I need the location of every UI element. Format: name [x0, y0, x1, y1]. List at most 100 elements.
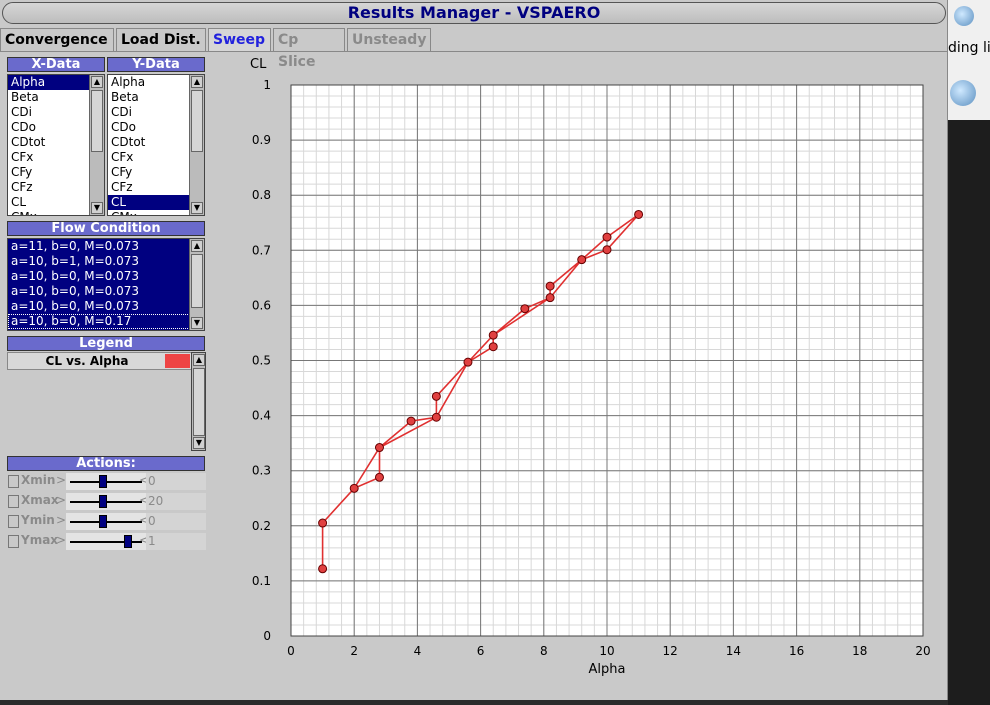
- action-row-ymax: Ymax > <1: [7, 532, 206, 551]
- xdata-scrollbar[interactable]: ▲ ▼: [89, 75, 104, 215]
- ymax-value[interactable]: 1: [146, 533, 206, 550]
- scroll-down-icon[interactable]: ▼: [91, 202, 103, 214]
- xdata-item[interactable]: Alpha: [8, 75, 91, 90]
- flow-item[interactable]: a=10, b=0, M=0.17: [8, 314, 190, 329]
- scroll-down-icon[interactable]: ▼: [193, 437, 205, 449]
- flow-item[interactable]: a=10, b=0, M=0.073: [11, 269, 140, 283]
- tab-convergence[interactable]: Convergence: [0, 28, 114, 52]
- legend-entry[interactable]: CL vs. Alpha: [7, 352, 192, 370]
- ymin-slider[interactable]: [66, 513, 146, 530]
- results-manager-window: Results Manager - VSPAERO Convergence Lo…: [0, 0, 948, 700]
- y-axis-label: CL: [250, 57, 267, 72]
- ymin-checkbox[interactable]: [8, 515, 19, 528]
- x-tick-label: 2: [350, 644, 358, 658]
- tab-unsteady[interactable]: Unsteady: [347, 28, 431, 52]
- xdata-item[interactable]: CFx: [11, 150, 34, 164]
- x-tick-label: 0: [287, 644, 295, 658]
- app-icon-2[interactable]: [950, 80, 976, 106]
- flow-scrollbar[interactable]: ▲ ▼: [189, 239, 204, 330]
- xdata-item[interactable]: CFy: [11, 165, 33, 179]
- flow-item[interactable]: a=10, b=1, M=0.073: [11, 254, 140, 268]
- flow-condition-list[interactable]: a=11, b=0, M=0.073 a=10, b=1, M=0.073 a=10…: [7, 238, 205, 331]
- scroll-thumb[interactable]: [193, 368, 205, 436]
- actions-header: Actions:: [7, 456, 205, 471]
- series-line: [321, 213, 640, 569]
- plot-border: [290, 84, 924, 637]
- decrease-arrow-icon[interactable]: >: [56, 473, 67, 487]
- app-icon[interactable]: [954, 6, 974, 26]
- action-row-xmin: Xmin > <0: [7, 472, 206, 491]
- xmin-value[interactable]: 0: [146, 473, 206, 490]
- scroll-up-icon[interactable]: ▲: [191, 76, 203, 88]
- flow-item[interactable]: a=11, b=0, M=0.073: [11, 239, 140, 253]
- ydata-item[interactable]: Beta: [111, 90, 139, 104]
- slider-knob[interactable]: [98, 475, 107, 488]
- ymin-value[interactable]: 0: [146, 513, 206, 530]
- ydata-item[interactable]: CDo: [111, 120, 136, 134]
- data-point: [431, 391, 441, 401]
- scroll-thumb[interactable]: [191, 90, 203, 152]
- data-point: [318, 564, 328, 574]
- ydata-item[interactable]: CDi: [111, 105, 132, 119]
- x-tick-label: 16: [789, 644, 804, 658]
- xdata-item[interactable]: CFz: [11, 180, 33, 194]
- xdata-item[interactable]: CDo: [11, 120, 36, 134]
- xdata-list[interactable]: AlphaBetaCDiCDoCDtotCFxCFyCFzCLCMx ▲ ▼: [7, 74, 105, 216]
- xdata-item[interactable]: CL: [11, 195, 27, 209]
- tab-sweep[interactable]: Sweep: [208, 28, 271, 52]
- ydata-item[interactable]: CDtot: [111, 135, 146, 149]
- ydata-item[interactable]: CFx: [111, 150, 134, 164]
- increase-arrow-icon[interactable]: <: [139, 513, 150, 527]
- tab-load-dist[interactable]: Load Dist.: [116, 28, 206, 52]
- slider-knob[interactable]: [98, 515, 107, 528]
- ymax-slider[interactable]: [66, 533, 146, 550]
- x-tick-label: 4: [414, 644, 422, 658]
- xmin-checkbox[interactable]: [8, 475, 19, 488]
- xdata-item[interactable]: CMx: [8, 210, 91, 215]
- flow-item[interactable]: a=10, b=0, M=0.073: [11, 284, 140, 298]
- ydata-item[interactable]: CFz: [111, 180, 133, 194]
- tab-bar: Convergence Load Dist. Sweep Cp Slice Un…: [0, 28, 948, 70]
- decrease-arrow-icon[interactable]: >: [56, 513, 67, 527]
- xdata-item[interactable]: Beta: [11, 90, 39, 104]
- slider-knob[interactable]: [98, 495, 107, 508]
- scroll-down-icon[interactable]: ▼: [191, 317, 203, 329]
- ydata-item[interactable]: CL: [108, 195, 191, 210]
- xdata-item[interactable]: CDtot: [11, 135, 46, 149]
- decrease-arrow-icon[interactable]: >: [56, 533, 67, 547]
- scroll-down-icon[interactable]: ▼: [191, 202, 203, 214]
- scroll-thumb[interactable]: [191, 254, 203, 308]
- data-point: [577, 255, 587, 265]
- xmax-slider[interactable]: [66, 493, 146, 510]
- xmax-checkbox[interactable]: [8, 495, 19, 508]
- scroll-up-icon[interactable]: ▲: [191, 240, 203, 252]
- slider-knob[interactable]: [124, 535, 133, 548]
- x-tick-label: 14: [726, 644, 741, 658]
- scroll-up-icon[interactable]: ▲: [193, 354, 205, 366]
- flow-item[interactable]: a=10, b=0, M=0.073: [11, 299, 140, 313]
- ydata-scrollbar[interactable]: ▲ ▼: [189, 75, 204, 215]
- xdata-item[interactable]: CDi: [11, 105, 32, 119]
- x-tick-label: 8: [540, 644, 548, 658]
- tab-cp-slice[interactable]: Cp Slice: [273, 28, 345, 70]
- data-point: [545, 281, 555, 291]
- legend-color-swatch[interactable]: [165, 354, 190, 368]
- ydata-item[interactable]: CMx: [108, 210, 191, 215]
- ydata-list[interactable]: AlphaBetaCDiCDoCDtotCFxCFyCFzCLCMx ▲ ▼: [107, 74, 205, 216]
- legend-scrollbar[interactable]: ▲ ▼: [191, 352, 206, 451]
- y-tick-label: 0.3: [252, 464, 271, 478]
- xmin-slider[interactable]: [66, 473, 146, 490]
- ydata-item[interactable]: CFy: [111, 165, 133, 179]
- ydata-item[interactable]: Alpha: [111, 75, 146, 89]
- scroll-up-icon[interactable]: ▲: [91, 76, 103, 88]
- x-tick-label: 18: [852, 644, 867, 658]
- increase-arrow-icon[interactable]: <: [139, 493, 150, 507]
- scroll-thumb[interactable]: [91, 90, 103, 152]
- data-point: [602, 232, 612, 242]
- increase-arrow-icon[interactable]: <: [139, 533, 150, 547]
- ymax-checkbox[interactable]: [8, 535, 19, 548]
- decrease-arrow-icon[interactable]: >: [56, 493, 67, 507]
- xmax-value[interactable]: 20: [146, 493, 206, 510]
- y-tick-label: 0.1: [252, 574, 271, 588]
- increase-arrow-icon[interactable]: <: [139, 473, 150, 487]
